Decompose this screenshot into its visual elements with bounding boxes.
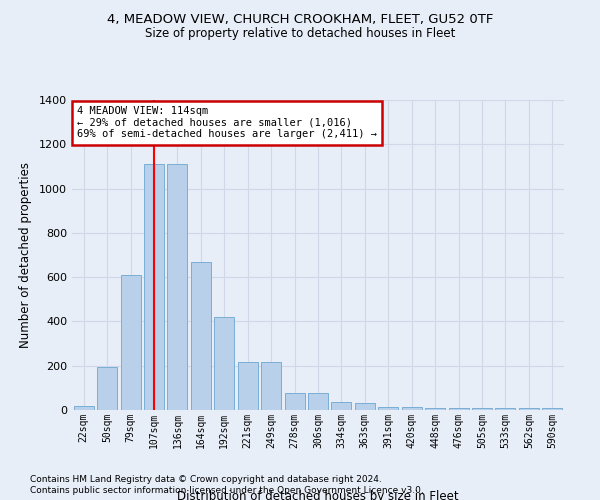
Text: 4 MEADOW VIEW: 114sqm
← 29% of detached houses are smaller (1,016)
69% of semi-d: 4 MEADOW VIEW: 114sqm ← 29% of detached … <box>77 106 377 140</box>
Bar <box>472 408 492 410</box>
Text: 4, MEADOW VIEW, CHURCH CROOKHAM, FLEET, GU52 0TF: 4, MEADOW VIEW, CHURCH CROOKHAM, FLEET, … <box>107 12 493 26</box>
Bar <box>214 317 234 410</box>
Bar <box>284 394 305 410</box>
Bar <box>331 402 352 410</box>
Bar <box>402 406 422 410</box>
Y-axis label: Number of detached properties: Number of detached properties <box>19 162 32 348</box>
Bar <box>308 394 328 410</box>
Bar <box>121 275 140 410</box>
Bar <box>261 362 281 410</box>
Bar <box>144 164 164 410</box>
Bar <box>191 262 211 410</box>
Bar <box>379 406 398 410</box>
X-axis label: Distribution of detached houses by size in Fleet: Distribution of detached houses by size … <box>177 490 459 500</box>
Text: Contains HM Land Registry data © Crown copyright and database right 2024.: Contains HM Land Registry data © Crown c… <box>30 475 382 484</box>
Bar <box>238 362 257 410</box>
Bar <box>542 408 562 410</box>
Bar <box>355 404 375 410</box>
Bar <box>496 408 515 410</box>
Bar <box>74 406 94 410</box>
Bar <box>449 408 469 410</box>
Text: Contains public sector information licensed under the Open Government Licence v3: Contains public sector information licen… <box>30 486 424 495</box>
Bar <box>519 408 539 410</box>
Bar <box>425 408 445 410</box>
Bar <box>97 367 117 410</box>
Text: Size of property relative to detached houses in Fleet: Size of property relative to detached ho… <box>145 28 455 40</box>
Bar <box>167 164 187 410</box>
